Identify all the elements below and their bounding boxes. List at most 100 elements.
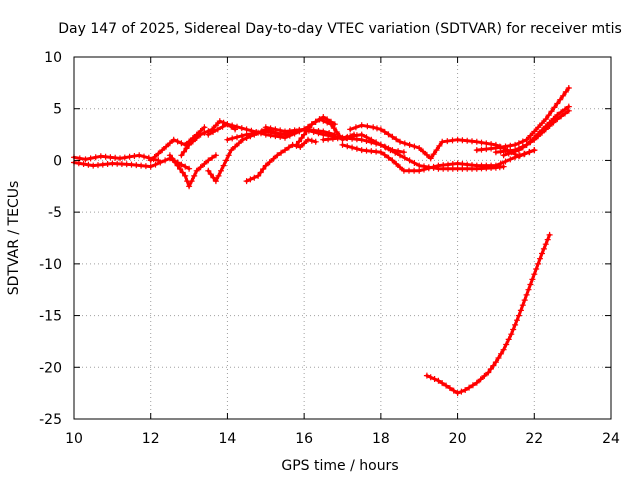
data-point-marker (92, 154, 99, 161)
data-point-marker (510, 326, 517, 333)
data-point-marker (174, 138, 181, 145)
data-point-marker (186, 165, 193, 172)
data-point-marker (349, 133, 356, 140)
data-point-marker (159, 147, 166, 154)
data-point-marker (205, 167, 212, 174)
data-point-marker (253, 129, 260, 135)
data-point-marker (344, 133, 351, 140)
data-point-marker (316, 116, 323, 123)
ticks: 10 12 14 16 18 20 22 24 10 5 0 -5 -10 -15 -20 -25 (39, 50, 620, 447)
data-point-marker (183, 145, 190, 152)
data-point-marker (510, 148, 517, 155)
data-point-marker (548, 108, 555, 115)
data-point-marker (201, 129, 208, 136)
data-point-marker (229, 122, 236, 129)
data-point-marker (257, 169, 264, 176)
data-point-marker (301, 126, 308, 133)
series-layer (71, 85, 572, 397)
data-point-marker (274, 152, 281, 159)
data-point-marker (508, 331, 515, 338)
series-arc-deep (423, 231, 553, 397)
data-point-marker (210, 129, 216, 135)
data-point-marker (285, 144, 292, 151)
data-point-marker (498, 350, 504, 357)
data-point-marker (449, 137, 456, 144)
data-point-marker (500, 163, 507, 170)
data-point-marker (266, 159, 273, 166)
y-tick-label: -20 (39, 360, 62, 376)
data-point-marker (416, 145, 423, 151)
data-point-marker (296, 138, 302, 145)
grid (74, 57, 611, 419)
data-point-marker (492, 162, 499, 169)
data-point-marker (533, 266, 540, 272)
data-point-marker (197, 131, 204, 138)
data-point-marker (232, 143, 239, 150)
data-point-marker (542, 241, 549, 248)
data-point-marker (381, 151, 388, 158)
data-point-marker (170, 136, 177, 143)
data-point-marker (430, 151, 437, 158)
series-arc-early-dip (166, 152, 219, 190)
data-point-marker (147, 163, 154, 170)
data-point-marker (297, 144, 304, 150)
data-point-marker (393, 160, 400, 167)
data-point-marker (358, 136, 365, 143)
data-point-marker (443, 382, 450, 389)
series-arc-late-rise-c (500, 107, 572, 159)
data-point-marker (308, 121, 315, 128)
data-point-marker (439, 380, 446, 387)
data-point-marker (182, 163, 189, 170)
data-point-marker (353, 145, 360, 152)
data-point-marker (272, 133, 279, 140)
data-point-marker (535, 124, 542, 131)
data-point-marker (406, 141, 413, 148)
data-point-marker (557, 96, 564, 103)
data-point-marker (80, 161, 87, 167)
data-point-marker (141, 153, 147, 160)
data-point-marker (262, 162, 269, 169)
data-point-marker (500, 346, 507, 353)
data-point-marker (174, 162, 181, 169)
data-point-marker (353, 132, 360, 139)
data-point-marker (205, 157, 212, 164)
data-point-marker (515, 153, 522, 160)
data-point-marker (503, 341, 510, 348)
data-point-marker (523, 291, 530, 298)
data-point-marker (397, 138, 403, 145)
data-point-marker (505, 336, 512, 343)
data-point-marker (458, 388, 465, 395)
data-point-marker (507, 156, 514, 163)
data-point-marker (466, 384, 473, 391)
data-point-marker (312, 138, 319, 145)
data-point-marker (181, 148, 187, 155)
data-point-marker (201, 124, 208, 131)
data-point-marker (478, 139, 485, 146)
data-point-marker (450, 387, 457, 394)
data-point-marker (177, 166, 184, 172)
data-point-marker (218, 167, 224, 174)
data-point-marker (131, 153, 138, 159)
data-point-marker (377, 141, 384, 148)
data-point-marker (166, 140, 173, 147)
data-point-marker (377, 149, 384, 156)
data-point-marker (427, 155, 434, 162)
data-point-marker (539, 120, 545, 127)
data-point-marker (282, 134, 288, 141)
data-point-marker (162, 157, 169, 164)
data-point-marker (423, 151, 430, 158)
data-point-marker (525, 286, 532, 293)
data-point-marker (473, 138, 480, 145)
data-point-marker (512, 141, 519, 148)
data-point-marker (393, 136, 400, 143)
data-point-marker (502, 158, 509, 165)
data-point-marker (545, 112, 552, 119)
data-point-marker (207, 171, 214, 178)
data-point-marker (392, 149, 399, 156)
data-point-marker (389, 157, 396, 164)
data-point-marker (189, 138, 196, 145)
data-point-marker (223, 157, 230, 164)
chart-title: Day 147 of 2025, Sidereal Day-to-day VTE… (58, 21, 622, 37)
data-point-marker (298, 135, 305, 141)
